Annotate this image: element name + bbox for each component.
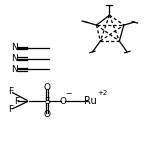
Text: N: N bbox=[11, 65, 18, 74]
Text: O: O bbox=[44, 110, 51, 119]
Text: +2: +2 bbox=[97, 90, 107, 96]
Text: F: F bbox=[8, 87, 13, 97]
Text: O: O bbox=[44, 83, 51, 92]
Text: S: S bbox=[44, 97, 50, 106]
Text: N: N bbox=[11, 43, 18, 52]
Text: O: O bbox=[60, 97, 67, 106]
Text: F: F bbox=[8, 105, 13, 114]
Text: N: N bbox=[11, 54, 18, 63]
Text: −: − bbox=[65, 89, 72, 98]
Text: Ru: Ru bbox=[84, 96, 97, 106]
Text: F: F bbox=[14, 97, 19, 106]
